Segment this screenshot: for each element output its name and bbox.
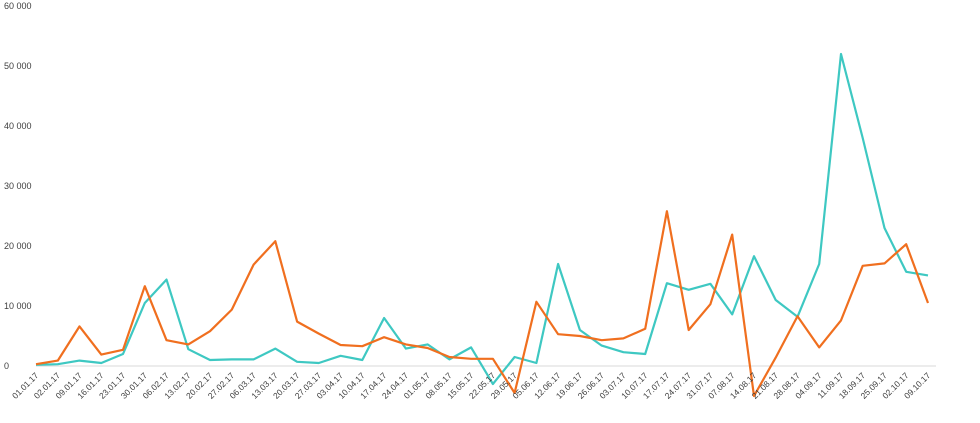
x-axis-tick-labels: 01.01.1702.01.1709.01.1716.01.1723.01.17…: [10, 370, 933, 401]
y-tick-label: 0: [4, 361, 9, 371]
series-line-1: [35, 52, 929, 386]
y-tick-label: 50 000: [4, 61, 32, 71]
series-line-2: [35, 210, 930, 398]
y-tick-label: 20 000: [4, 241, 32, 251]
y-tick-label: 40 000: [4, 121, 32, 131]
y-tick-label: 60 000: [4, 1, 32, 11]
y-tick-label: 30 000: [4, 181, 32, 191]
series-lines: [35, 52, 930, 398]
y-tick-label: 10 000: [4, 301, 32, 311]
y-axis-tick-labels: 0 10 000 20 000 30 000 40 000 50 000 60 000: [4, 1, 32, 371]
